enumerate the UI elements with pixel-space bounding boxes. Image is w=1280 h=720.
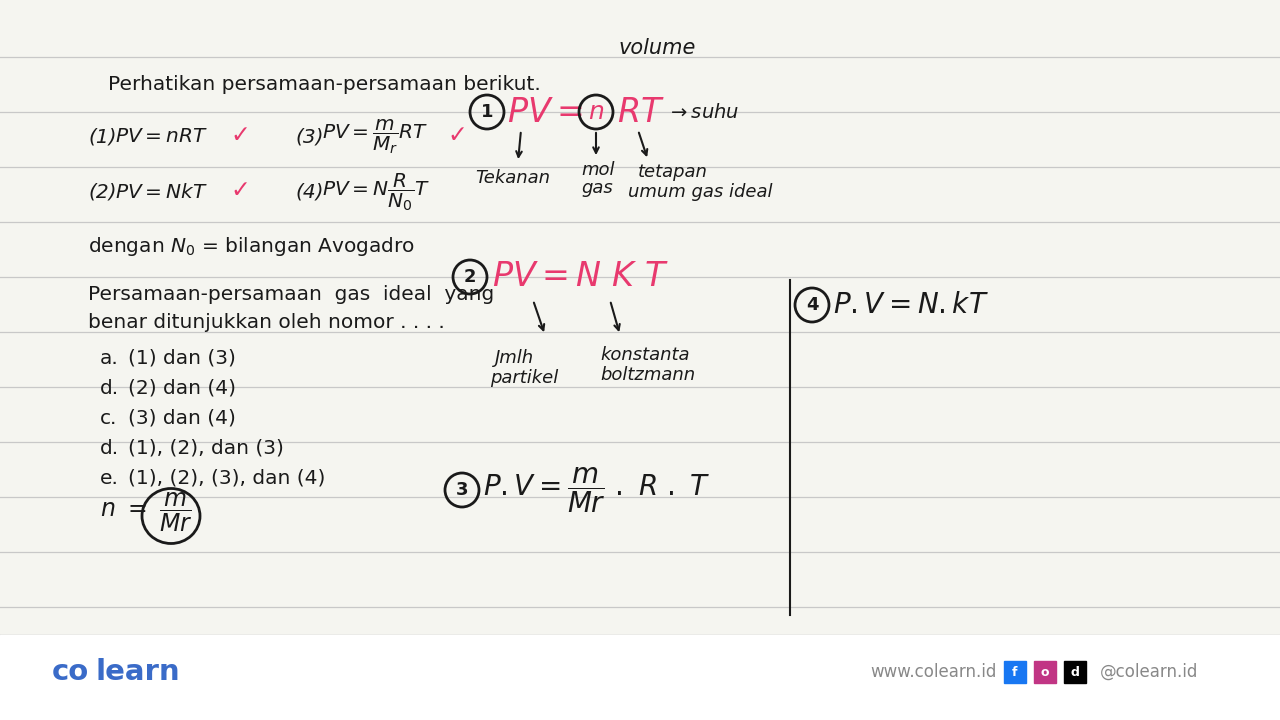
Text: 1: 1 <box>481 103 493 121</box>
Text: partikel: partikel <box>490 369 558 387</box>
Text: tetapan: tetapan <box>637 163 708 181</box>
Text: $PV = NkT$: $PV = NkT$ <box>115 182 207 202</box>
Text: boltzmann: boltzmann <box>600 366 695 384</box>
Text: $n\ =\ \dfrac{m}{Mr}$: $n\ =\ \dfrac{m}{Mr}$ <box>100 490 192 534</box>
Text: $\checkmark$: $\checkmark$ <box>230 176 248 200</box>
Text: d.: d. <box>100 379 119 397</box>
Text: d.: d. <box>100 438 119 457</box>
Text: $PV = \dfrac{m}{M_r}RT$: $PV = \dfrac{m}{M_r}RT$ <box>323 117 429 156</box>
Text: $\checkmark$: $\checkmark$ <box>447 121 465 145</box>
Text: f: f <box>1012 665 1018 678</box>
Bar <box>0 635 1280 720</box>
Text: (1), (2), (3), dan (4): (1), (2), (3), dan (4) <box>128 469 325 487</box>
Text: o: o <box>1041 665 1050 678</box>
Text: volume: volume <box>618 38 695 58</box>
Text: co: co <box>52 658 90 686</box>
Bar <box>1034 661 1056 683</box>
Text: (4): (4) <box>294 182 324 202</box>
Text: $n$: $n$ <box>588 100 604 124</box>
Text: 2: 2 <box>463 268 476 286</box>
Text: mol: mol <box>581 161 614 179</box>
Text: @colearn.id: @colearn.id <box>1100 663 1198 681</box>
Text: $P.V = N.kT$: $P.V = N.kT$ <box>833 291 989 319</box>
Text: 3: 3 <box>456 481 468 499</box>
Text: $RT$: $RT$ <box>617 96 664 128</box>
Text: (3) dan (4): (3) dan (4) <box>128 408 236 428</box>
Text: (1) dan (3): (1) dan (3) <box>128 348 236 367</box>
Text: Persamaan-persamaan  gas  ideal  yang: Persamaan-persamaan gas ideal yang <box>88 286 494 305</box>
Text: c.: c. <box>100 408 118 428</box>
Text: (2): (2) <box>88 182 116 202</box>
Text: $PV = N\dfrac{R}{N_0}T$: $PV = N\dfrac{R}{N_0}T$ <box>323 171 430 213</box>
Text: www.colearn.id: www.colearn.id <box>870 663 996 681</box>
Text: $\rightarrow suhu$: $\rightarrow suhu$ <box>667 102 740 122</box>
Text: a.: a. <box>100 348 119 367</box>
Text: Jmlh: Jmlh <box>495 349 534 367</box>
Text: e.: e. <box>100 469 119 487</box>
Text: 4: 4 <box>805 296 818 314</box>
Text: $PV = N\ K\ T$: $PV = N\ K\ T$ <box>492 261 669 294</box>
Text: d: d <box>1070 665 1079 678</box>
Text: (2) dan (4): (2) dan (4) <box>128 379 236 397</box>
Text: $\checkmark$: $\checkmark$ <box>230 121 248 145</box>
Text: (3): (3) <box>294 127 324 146</box>
Text: dengan $N_0$ = bilangan Avogadro: dengan $N_0$ = bilangan Avogadro <box>88 235 415 258</box>
Bar <box>1004 661 1027 683</box>
Text: learn: learn <box>96 658 180 686</box>
Bar <box>1064 661 1085 683</box>
Text: gas: gas <box>581 179 613 197</box>
Text: Tekanan: Tekanan <box>475 169 550 187</box>
Text: benar ditunjukkan oleh nomor . . . .: benar ditunjukkan oleh nomor . . . . <box>88 312 444 331</box>
Text: $PV = nRT$: $PV = nRT$ <box>115 127 207 146</box>
Text: $PV=$: $PV=$ <box>507 96 582 128</box>
Text: $P.V = \dfrac{m}{Mr}\ .\ R\ .\ T$: $P.V = \dfrac{m}{Mr}\ .\ R\ .\ T$ <box>483 465 710 515</box>
Text: (1), (2), dan (3): (1), (2), dan (3) <box>128 438 284 457</box>
Text: konstanta: konstanta <box>600 346 690 364</box>
Text: Perhatikan persamaan-persamaan berikut.: Perhatikan persamaan-persamaan berikut. <box>108 74 540 94</box>
Text: (1): (1) <box>88 127 116 146</box>
Text: umum gas ideal: umum gas ideal <box>628 183 773 201</box>
